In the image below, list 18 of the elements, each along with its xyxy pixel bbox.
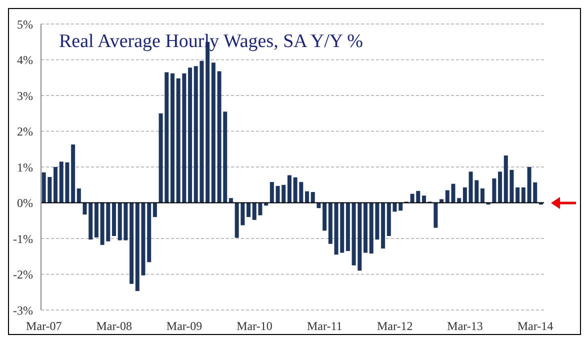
x-tick-label: Mar-08 <box>96 319 132 333</box>
x-tick-label: Mar-07 <box>26 319 62 333</box>
x-tick-label: Mar-09 <box>166 319 202 333</box>
y-tick-label: -2% <box>13 268 33 282</box>
y-tick-label: 2% <box>17 124 33 139</box>
x-tick-label: Mar-12 <box>376 319 413 333</box>
x-tick-label: Mar-10 <box>236 319 272 333</box>
y-tick-label: 3% <box>17 88 33 103</box>
chart-title: Real Average Hourly Wages, SA Y/Y % <box>59 31 363 53</box>
y-tick-label: 5% <box>17 17 33 32</box>
y-tick-label: 0% <box>17 196 33 210</box>
x-tick-label: Mar-11 <box>307 319 342 333</box>
y-tick-label: -3% <box>13 303 33 318</box>
y-tick-label: 4% <box>17 53 33 68</box>
x-tick-label: Mar-14 <box>517 319 554 333</box>
y-tick-label: 1% <box>17 160 33 174</box>
y-tick-label: -1% <box>13 232 33 246</box>
x-tick-label: Mar-13 <box>447 319 483 333</box>
